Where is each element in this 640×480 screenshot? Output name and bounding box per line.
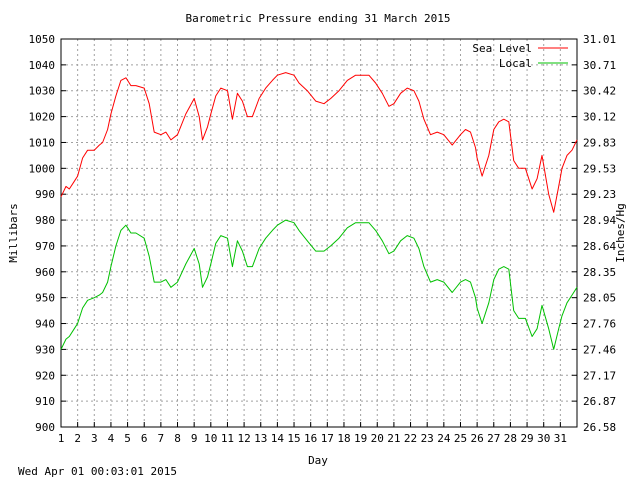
y-tick-label: 910	[35, 395, 55, 408]
x-tick-label: 2	[74, 432, 81, 445]
series-line-sea-level	[60, 72, 578, 213]
y-tick-label: 950	[35, 292, 55, 305]
y2-tick-label: 28.94	[583, 214, 616, 227]
y-axis-left: 900 910 920 930 940 950 960 970 980 990 1000 1010 10…	[29, 33, 66, 434]
y-axis-right: 26.58 26.87 27.17 27.46 27.76 28.05 28.35 28.64…	[572, 33, 616, 434]
y-tick-label: 1040	[29, 59, 56, 72]
legend: Sea Level Local	[472, 42, 568, 70]
chart-title: Barometric Pressure ending 31 March 2015	[186, 12, 451, 25]
legend-label-local: Local	[499, 57, 532, 70]
x-tick-label: 27	[487, 432, 500, 445]
y-tick-label: 930	[35, 343, 55, 356]
x-tick-label: 26	[471, 432, 484, 445]
x-axis: 1 2 3 4 5 6 7 8 9 10 11 12 13 14 15 16 17 18 19 20 21 22 23 24 2…	[58, 422, 567, 445]
x-tick-label: 28	[504, 432, 517, 445]
x-tick-label: 10	[204, 432, 217, 445]
x-tick-label: 3	[91, 432, 98, 445]
x-tick-label: 17	[321, 432, 334, 445]
y2-tick-label: 30.71	[583, 59, 616, 72]
y-tick-label: 900	[35, 421, 55, 434]
y2-tick-label: 30.12	[583, 111, 616, 124]
y2-tick-label: 28.05	[583, 292, 616, 305]
x-tick-label: 16	[304, 432, 317, 445]
plot-frame	[60, 38, 578, 428]
x-tick-label: 23	[421, 432, 434, 445]
x-tick-label: 1	[58, 432, 65, 445]
y2-tick-label: 26.58	[583, 421, 616, 434]
x-tick-label: 13	[254, 432, 267, 445]
y-tick-label: 960	[35, 266, 55, 279]
y2-tick-label: 29.23	[583, 188, 616, 201]
y-tick-label: 1050	[29, 33, 56, 46]
y2-tick-label: 30.42	[583, 85, 616, 98]
y-axis-label: Millibars	[7, 203, 20, 263]
x-tick-label: 5	[124, 432, 131, 445]
x-tick-label: 9	[191, 432, 198, 445]
x-tick-label: 20	[371, 432, 384, 445]
chart-grid	[61, 39, 577, 427]
y2-tick-label: 31.01	[583, 33, 616, 46]
y-tick-label: 920	[35, 369, 55, 382]
x-tick-label: 8	[174, 432, 181, 445]
x-tick-label: 22	[404, 432, 417, 445]
y2-tick-label: 27.17	[583, 369, 616, 382]
y-tick-label: 1010	[29, 136, 56, 149]
y-tick-label: 940	[35, 318, 55, 331]
y-tick-label: 970	[35, 240, 55, 253]
x-tick-label: 21	[387, 432, 400, 445]
y2-tick-label: 28.35	[583, 266, 616, 279]
x-tick-label: 25	[454, 432, 467, 445]
series-line-local	[60, 219, 578, 350]
y2-tick-label: 28.64	[583, 240, 616, 253]
y-tick-label: 980	[35, 214, 55, 227]
y2-tick-label: 29.53	[583, 162, 616, 175]
timestamp-footer: Wed Apr 01 00:03:01 2015	[18, 465, 177, 478]
x-tick-label: 19	[354, 432, 367, 445]
y2-tick-label: 27.76	[583, 318, 616, 331]
y-tick-label: 990	[35, 188, 55, 201]
x-tick-label: 31	[554, 432, 567, 445]
x-tick-label: 30	[537, 432, 550, 445]
y-tick-label: 1030	[29, 85, 56, 98]
x-tick-label: 12	[237, 432, 250, 445]
y-tick-label: 1020	[29, 111, 56, 124]
series-lines	[60, 72, 578, 350]
x-axis-label: Day	[308, 454, 328, 467]
x-tick-label: 7	[158, 432, 165, 445]
x-tick-label: 4	[108, 432, 115, 445]
x-tick-label: 18	[337, 432, 350, 445]
y-tick-label: 1000	[29, 162, 56, 175]
x-tick-label: 6	[141, 432, 148, 445]
y2-tick-label: 29.83	[583, 136, 616, 149]
legend-label-sea-level: Sea Level	[472, 42, 532, 55]
x-tick-label: 11	[221, 432, 234, 445]
x-tick-label: 15	[287, 432, 300, 445]
x-tick-label: 14	[271, 432, 285, 445]
y2-tick-label: 26.87	[583, 395, 616, 408]
x-tick-label: 24	[437, 432, 451, 445]
x-tick-label: 29	[520, 432, 533, 445]
y2-tick-label: 27.46	[583, 343, 616, 356]
y2-axis-label: Inches/Hg	[614, 203, 627, 263]
